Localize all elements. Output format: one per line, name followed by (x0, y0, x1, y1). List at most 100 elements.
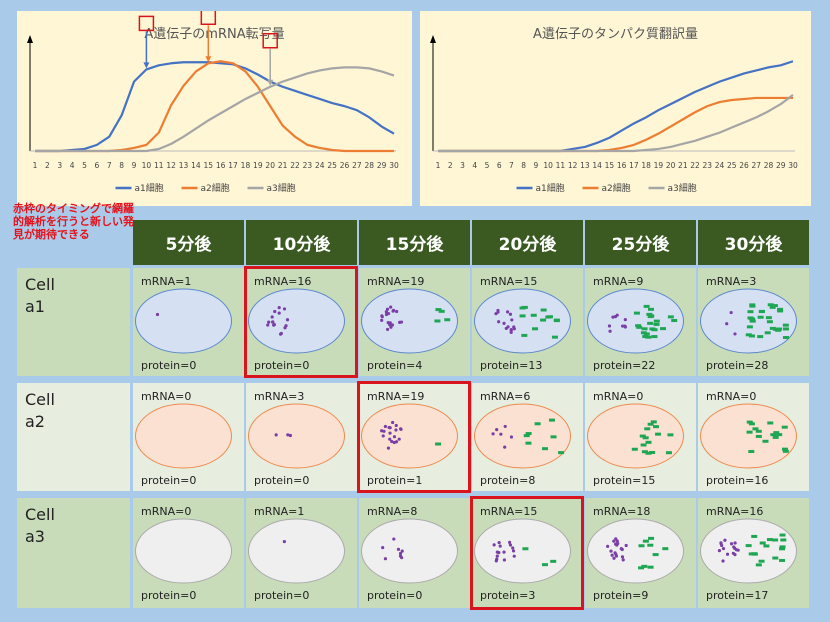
x-tick-label: 14 (592, 161, 602, 170)
mrna-count: mRNA=3 (254, 390, 305, 403)
mrna-dot (381, 434, 385, 438)
cell-diagram (700, 518, 797, 584)
legend-entry: a2細胞 (201, 182, 230, 194)
protein-count: protein=8 (480, 474, 536, 487)
protein-mark (541, 563, 548, 567)
x-tick-label: 21 (678, 161, 688, 170)
protein-mark (749, 319, 756, 323)
mrna-dot (491, 432, 495, 436)
cell-membrane (700, 518, 797, 584)
protein-mark (748, 422, 755, 426)
mrna-dot (615, 313, 619, 317)
protein-mark (667, 433, 674, 437)
protein-mark (638, 544, 645, 548)
mrna-dot (621, 324, 625, 328)
row-label: Cell a3 (17, 498, 130, 608)
series-line (35, 66, 395, 153)
cell-membrane (248, 518, 345, 584)
protein-mark (777, 309, 784, 313)
protein-mark (766, 538, 773, 542)
marker-box (200, 11, 217, 26)
mrna-dot (390, 323, 395, 327)
protein-mark (759, 541, 766, 545)
mrna-dot (729, 542, 734, 546)
mrna-dot (623, 325, 628, 329)
cell-diagram (135, 288, 232, 354)
cell-panel: mRNA=1 protein=0 (133, 268, 244, 376)
series-line (438, 60, 794, 153)
mrna-dot (391, 308, 396, 312)
protein-count: protein=0 (254, 359, 310, 372)
series-line (35, 61, 395, 153)
mrna-count: mRNA=15 (480, 505, 538, 518)
protein-count: protein=17 (706, 589, 769, 602)
mrna-dot (277, 306, 281, 310)
mrna-dot (380, 315, 384, 319)
mrna-dot (506, 310, 510, 314)
protein-count: protein=9 (593, 589, 649, 602)
protein-mark (755, 434, 762, 438)
mrna-dot (508, 312, 513, 316)
protein-mark (758, 559, 765, 563)
protein-chart: A遺伝子のタンパク質翻訳量 1 2 3 4 5 6 7 8 9 10 11 12 13 14 15 16 17 18… (420, 11, 811, 206)
mrna-dot (495, 554, 499, 558)
mrna-dot (733, 332, 737, 336)
mrna-dot (612, 539, 616, 543)
chart-title: A遺伝子のmRNA転写量 (144, 27, 284, 42)
row-label-text: Cell a1 (25, 275, 55, 316)
x-tick-label: 12 (568, 161, 578, 170)
protein-mark (763, 544, 770, 548)
cell-membrane (248, 403, 345, 469)
mrna-dot (392, 440, 396, 445)
mrna-dot (380, 429, 384, 433)
protein-mark (647, 422, 654, 426)
mrna-dot (497, 320, 501, 324)
protein-mark (782, 323, 789, 327)
x-tick-label: 23 (303, 161, 313, 170)
x-tick-label: 9 (534, 161, 539, 170)
timepoint-header: 5分後 (133, 220, 244, 265)
protein-mark (434, 319, 441, 323)
mrna-dot (385, 307, 390, 311)
mrna-dot (613, 551, 617, 555)
protein-mark (645, 451, 652, 455)
cell-diagram (135, 518, 232, 584)
x-tick-label: 1 (436, 161, 441, 170)
protein-mark (746, 420, 753, 424)
protein-mark (546, 315, 553, 319)
x-tick-label: 25 (327, 161, 337, 170)
mrna-dot (611, 315, 615, 319)
protein-mark (745, 333, 752, 337)
protein-mark (647, 321, 654, 325)
x-tick-label: 29 (377, 161, 387, 170)
cell-panel: mRNA=8 protein=0 (359, 498, 470, 608)
x-tick-label: 27 (752, 161, 762, 170)
protein-mark (748, 450, 755, 454)
mrna-dot (395, 309, 399, 314)
x-tick-label: 23 (703, 161, 713, 170)
cell-panel: mRNA=6 protein=8 (472, 383, 583, 491)
x-tick-label: 6 (497, 161, 502, 170)
protein-mark (777, 307, 784, 311)
legend-entry: a3細胞 (668, 182, 697, 194)
protein-count: protein=15 (593, 474, 656, 487)
y-axis-arrow (430, 35, 436, 43)
protein-mark (660, 327, 667, 331)
timepoint-header: 10分後 (246, 220, 357, 265)
protein-mark (779, 547, 786, 551)
protein-count: protein=0 (141, 474, 197, 487)
cell-membrane (700, 403, 797, 469)
mrna-dot (606, 544, 610, 548)
protein-mark (636, 325, 643, 329)
protein-mark (671, 319, 678, 323)
protein-mark (779, 558, 786, 562)
protein-mark (631, 447, 638, 451)
mrna-dot (398, 551, 403, 556)
marker-arrowhead (205, 56, 212, 63)
y-axis-arrow (27, 35, 33, 43)
protein-mark (776, 433, 783, 437)
x-tick-label: 10 (142, 161, 152, 170)
cell-membrane (361, 518, 458, 584)
x-tick-label: 20 (666, 161, 676, 170)
cell-membrane (474, 518, 571, 584)
